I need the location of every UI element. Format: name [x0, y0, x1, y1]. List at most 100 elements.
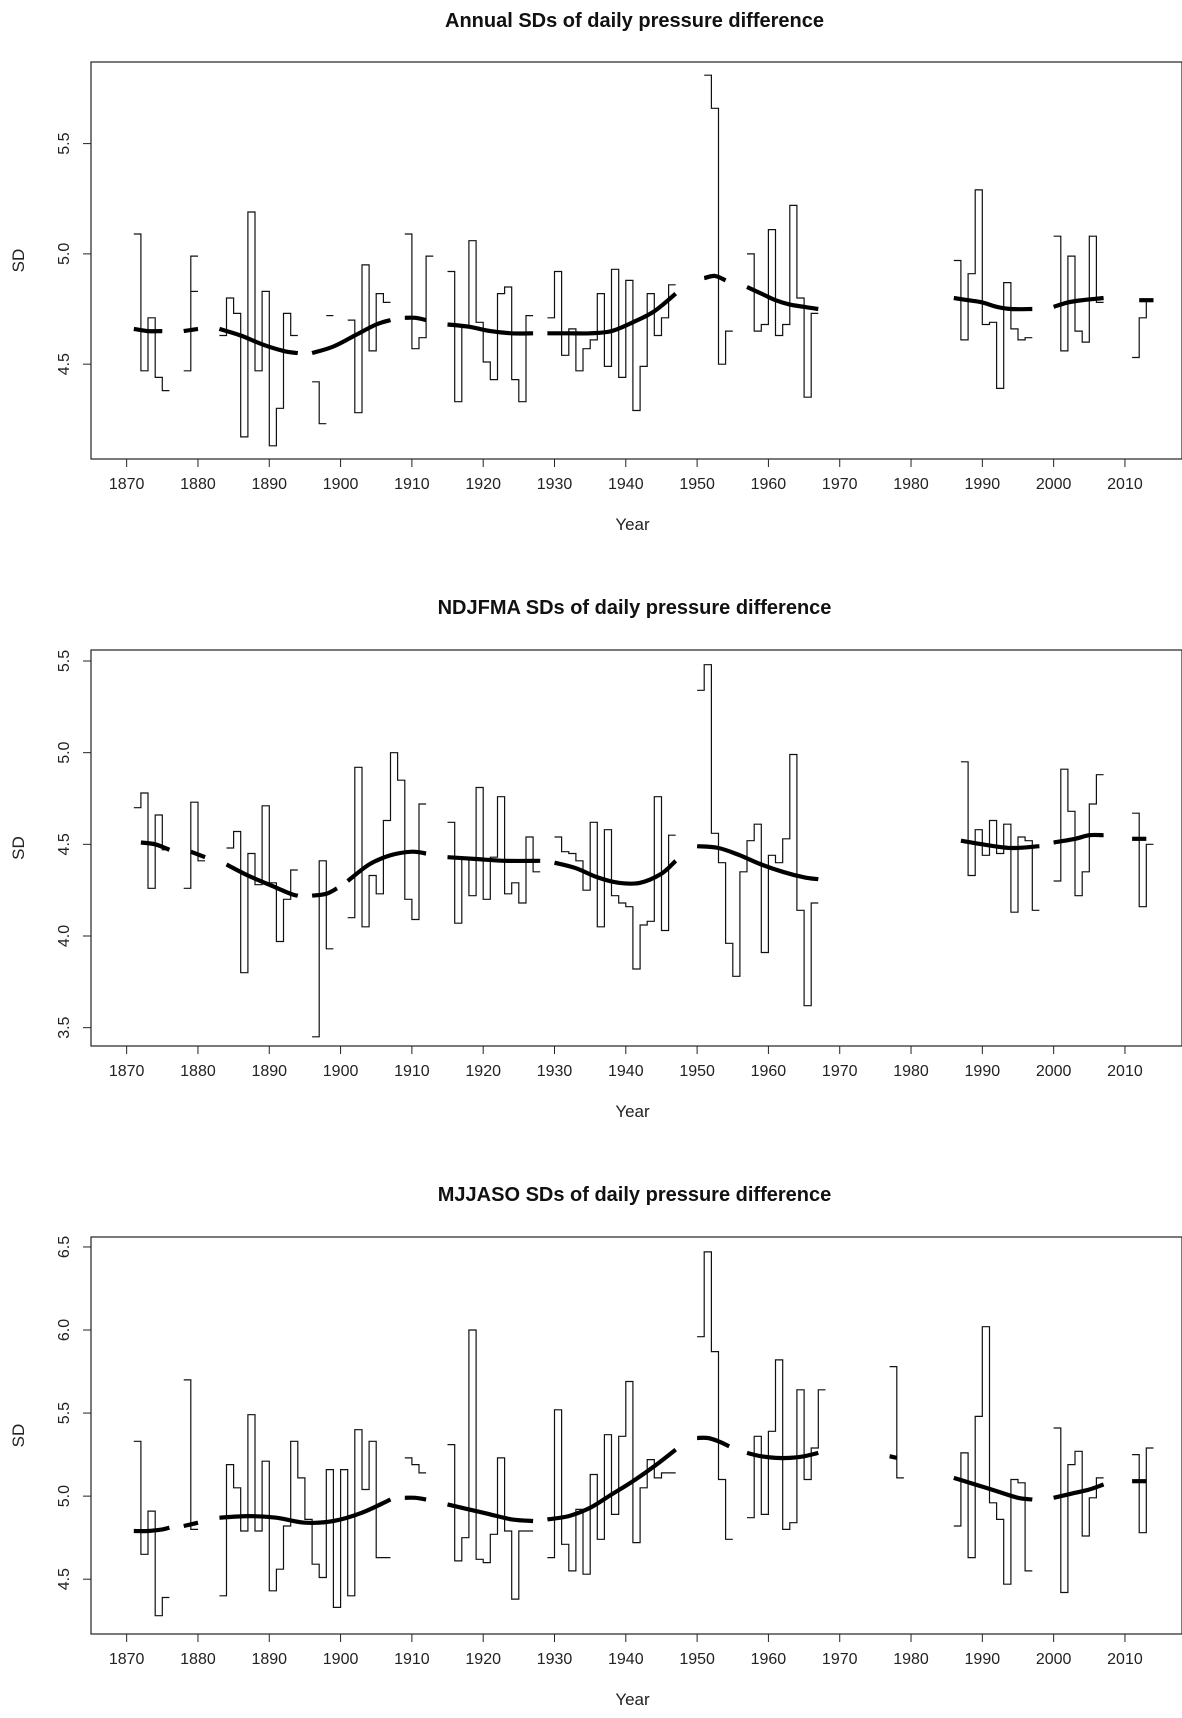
chart-title: Annual SDs of daily pressure difference — [445, 10, 824, 32]
x-tick-label: 1930 — [537, 476, 573, 493]
step-series-segment — [953, 1326, 1033, 1585]
step-series-segment — [183, 801, 206, 889]
x-tick-label: 1970 — [822, 1063, 858, 1080]
step-series-segment — [447, 786, 541, 924]
x-tick-label: 2000 — [1036, 1651, 1072, 1668]
y-axis-label: SD — [9, 836, 28, 860]
x-tick-label: 2010 — [1107, 1063, 1143, 1080]
x-tick-label: 1970 — [822, 1651, 858, 1668]
x-tick-label: 1990 — [965, 1651, 1001, 1668]
x-tick-label: 1930 — [537, 1063, 573, 1080]
smooth-trend-segment — [703, 273, 727, 283]
y-tick-label: 6.0 — [56, 1319, 73, 1341]
x-tick-label: 1980 — [893, 1063, 929, 1080]
y-tick-label: 3.5 — [56, 1016, 73, 1038]
y-tick-label: 5.0 — [56, 243, 73, 265]
x-tick-label: 1920 — [465, 1063, 501, 1080]
smooth-trend-segment — [953, 1475, 1033, 1502]
chart-title: NDJFMA SDs of daily pressure difference — [438, 597, 832, 619]
y-tick-label: 5.5 — [56, 1402, 73, 1424]
smooth-trend-segment — [553, 859, 678, 886]
x-tick-label: 1980 — [893, 476, 929, 493]
x-tick-label: 1940 — [608, 1651, 644, 1668]
step-series-segment — [1053, 768, 1104, 897]
y-tick-label: 5.0 — [56, 1485, 73, 1507]
x-tick-label: 1990 — [965, 1063, 1001, 1080]
x-tick-label: 1870 — [109, 476, 145, 493]
step-series-segment — [404, 233, 434, 350]
step-series-segment — [1053, 1427, 1104, 1594]
x-tick-label: 1960 — [751, 476, 787, 493]
step-series-segment — [404, 1457, 427, 1474]
smooth-trend-segment — [133, 326, 163, 334]
x-tick-label: 2010 — [1107, 1651, 1143, 1668]
smooth-trend-segment — [1053, 832, 1104, 845]
x-tick-label: 1880 — [180, 476, 216, 493]
step-series-segment — [447, 1329, 534, 1600]
step-series-segment — [1132, 299, 1154, 359]
x-tick-label: 1960 — [751, 1063, 787, 1080]
x-axis-label: Year — [615, 1102, 650, 1121]
x-tick-label: 1880 — [180, 1651, 216, 1668]
smooth-trend-segment — [446, 1502, 534, 1524]
step-series-segment — [347, 752, 427, 928]
x-axis-label: Year — [615, 515, 650, 534]
smooth-trend-segment — [404, 315, 427, 323]
y-axis-label: SD — [9, 249, 28, 273]
smooth-trend-segment — [311, 318, 392, 356]
y-tick-label: 4.0 — [56, 925, 73, 947]
x-tick-label: 1940 — [608, 1063, 644, 1080]
step-series-segment — [219, 1414, 391, 1608]
y-tick-label: 4.5 — [56, 833, 73, 855]
step-series-segment — [953, 189, 1033, 389]
step-series-segment — [226, 805, 298, 974]
chart-title: MJJASO SDs of daily pressure difference — [438, 1184, 831, 1206]
step-series-segment — [347, 264, 391, 414]
chart-panel-2: NDJFMA SDs of daily pressure difference 1… — [9, 597, 1182, 1121]
x-tick-label: 1950 — [679, 1063, 715, 1080]
x-tick-label: 1940 — [608, 476, 644, 493]
x-tick-label: 1880 — [180, 1063, 216, 1080]
plot-frame — [90, 649, 1182, 1047]
x-tick-label: 1910 — [394, 1651, 430, 1668]
step-series-segment — [697, 664, 819, 1007]
x-tick-label: 1890 — [251, 1651, 287, 1668]
x-tick-label: 1950 — [679, 1651, 715, 1668]
x-tick-label: 1890 — [251, 476, 287, 493]
step-series-segment — [183, 1379, 198, 1530]
step-series-segment — [183, 255, 198, 372]
step-series-segment — [1132, 1447, 1154, 1534]
step-series-segment — [133, 1440, 170, 1617]
smooth-trend-segment — [447, 322, 534, 336]
step-series-segment — [747, 204, 819, 398]
x-tick-label: 2010 — [1107, 476, 1143, 493]
smooth-trend-segment — [140, 840, 171, 852]
x-tick-label: 2000 — [1036, 476, 1072, 493]
chart-panel-1: Annual SDs of daily pressure difference 1… — [9, 10, 1182, 534]
x-tick-label: 1870 — [109, 1651, 145, 1668]
x-tick-label: 1960 — [751, 1651, 787, 1668]
smooth-trend-segment — [218, 326, 299, 356]
x-tick-label: 1950 — [679, 476, 715, 493]
step-series-segment — [312, 860, 334, 1038]
smooth-trend-segment — [953, 295, 1033, 312]
smooth-trend-segment — [547, 291, 678, 336]
smooth-trend-segment — [225, 862, 299, 898]
smooth-trend-segment — [219, 1497, 392, 1526]
smooth-trend-segment — [346, 849, 427, 883]
x-tick-label: 1970 — [822, 476, 858, 493]
smooth-trend-segment — [404, 1495, 427, 1502]
y-tick-label: 5.5 — [56, 650, 73, 672]
step-series-segment — [133, 792, 170, 889]
y-axis-label: SD — [9, 1424, 28, 1448]
x-tick-label: 1890 — [251, 1063, 287, 1080]
smooth-trend-segment — [447, 855, 541, 864]
x-tick-label: 1920 — [465, 476, 501, 493]
smooth-trend-segment — [183, 1520, 199, 1529]
x-tick-label: 1900 — [323, 476, 359, 493]
step-series-segment — [697, 1251, 733, 1540]
x-tick-label: 1980 — [893, 1651, 929, 1668]
step-series-segment — [447, 240, 534, 403]
y-tick-label: 4.5 — [56, 353, 73, 375]
